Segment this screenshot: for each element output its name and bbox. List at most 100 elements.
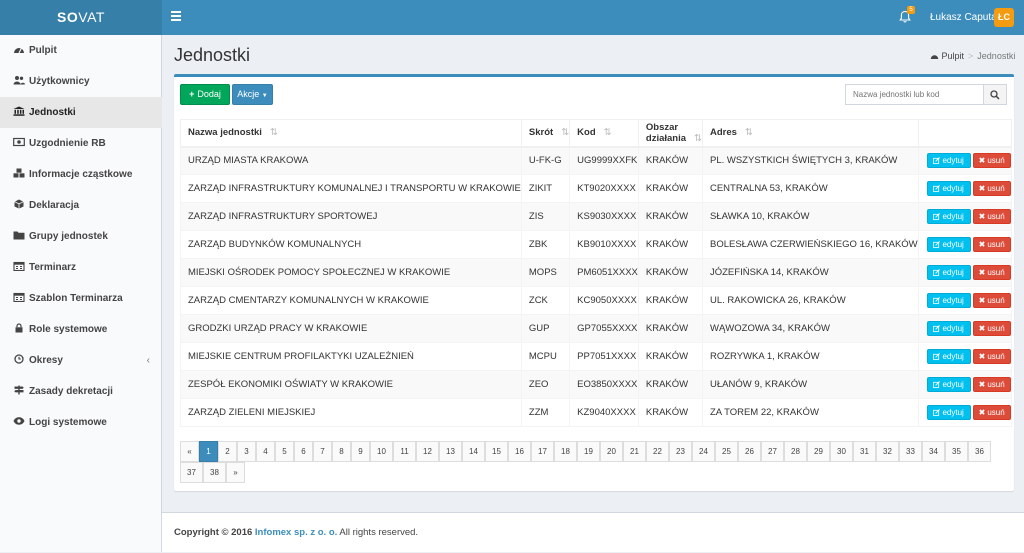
pagination-page[interactable]: 3 (237, 441, 256, 462)
sidebar-item-jednostki[interactable]: Jednostki (0, 97, 162, 128)
sidebar-item-terminarz[interactable]: Terminarz (0, 252, 162, 283)
pagination-page[interactable]: 5 (275, 441, 294, 462)
delete-button[interactable]: ✖ usuń (972, 405, 1011, 420)
pagination-page[interactable]: 35 (945, 441, 968, 462)
pagination-page[interactable]: 30 (830, 441, 853, 462)
delete-button[interactable]: ✖ usuń (972, 293, 1011, 308)
pagination-page[interactable]: 10 (370, 441, 393, 462)
app-logo[interactable]: SOVAT (0, 0, 162, 35)
pagination-page[interactable]: 37 (180, 462, 203, 483)
pagination-page[interactable]: 23 (669, 441, 692, 462)
sidebar-item-grupy-jednostek[interactable]: Grupy jednostek (0, 221, 162, 252)
cell-address: WĄWOZOWA 34, KRAKÓW (701, 314, 919, 343)
table-header-row: Nazwa jednostki ⇅ Skrót ⇅ Kod ⇅ Obszar dzia… (180, 119, 1012, 148)
delete-button[interactable]: ✖ usuń (972, 377, 1011, 392)
pagination-next[interactable]: » (226, 462, 245, 483)
delete-button[interactable]: ✖ usuń (972, 349, 1011, 364)
delete-button[interactable]: ✖ usuń (972, 181, 1011, 196)
column-header-name[interactable]: Nazwa jednostki ⇅ (180, 119, 522, 148)
delete-button[interactable]: ✖ usuń (972, 321, 1011, 336)
breadcrumb-home[interactable]: Pulpit (941, 51, 965, 61)
pagination-page[interactable]: 29 (807, 441, 830, 462)
menu-toggle-icon[interactable] (171, 11, 181, 23)
sidebar-item-okresy[interactable]: Okresy ‹ (0, 345, 162, 376)
edit-button[interactable]: edytuj (926, 405, 971, 420)
company-link[interactable]: Infomex sp. z o. o. (254, 527, 338, 538)
column-header-short[interactable]: Skrót ⇅ (520, 119, 571, 148)
add-button[interactable]: + Dodaj (180, 84, 230, 105)
edit-button[interactable]: edytuj (926, 209, 971, 224)
cell-address: ZA TOREM 22, KRAKÓW (701, 398, 919, 427)
pagination-page[interactable]: 1 (199, 441, 218, 462)
pagination-page[interactable]: 7 (313, 441, 332, 462)
sidebar-item-pulpit[interactable]: Pulpit (0, 35, 162, 66)
sidebar-item-role-systemowe[interactable]: Role systemowe (0, 314, 162, 345)
pagination-page[interactable]: 2 (218, 441, 237, 462)
pagination-page[interactable]: 22 (646, 441, 669, 462)
column-header-code[interactable]: Kod ⇅ (569, 119, 639, 148)
edit-button[interactable]: edytuj (926, 237, 971, 252)
delete-button[interactable]: ✖ usuń (972, 153, 1011, 169)
cell-area: KRAKÓW (637, 286, 703, 315)
edit-button[interactable]: edytuj (926, 321, 971, 336)
edit-button[interactable]: edytuj (926, 153, 971, 169)
edit-icon (933, 380, 941, 388)
sidebar-item-informacje-czastkowe[interactable]: Informacje cząstkowe (0, 159, 162, 190)
cell-actions: edytuj ✖ usuń (917, 202, 1012, 231)
pagination-page[interactable]: 16 (508, 441, 531, 462)
sidebar-item-zasady-dekretacji[interactable]: Zasady dekretacji (0, 376, 162, 407)
pagination-page[interactable]: 24 (692, 441, 715, 462)
dashboard-icon (930, 55, 939, 59)
sidebar-item-deklaracja[interactable]: Deklaracja (0, 190, 162, 221)
chevron-left-icon[interactable]: ‹ (146, 355, 150, 366)
edit-button[interactable]: edytuj (926, 181, 971, 196)
avatar[interactable]: ŁC (994, 8, 1014, 27)
search-button[interactable] (984, 84, 1007, 105)
sidebar-item-szablon-terminarza[interactable]: Szablon Terminarza (0, 283, 162, 314)
pagination-page[interactable]: 4 (256, 441, 275, 462)
sidebar-item-uzgodnienie-rb[interactable]: Uzgodnienie RB (0, 128, 162, 159)
column-header-address[interactable]: Adres ⇅ (701, 119, 919, 148)
pagination-prev[interactable]: « (180, 441, 199, 462)
pagination-page[interactable]: 18 (554, 441, 577, 462)
sidebar-item-uzytkownicy[interactable]: Użytkownicy (0, 66, 162, 97)
actions-dropdown-button[interactable]: Akcje ▼ (232, 84, 273, 105)
pagination-page[interactable]: 6 (294, 441, 313, 462)
column-header-actions (917, 119, 1012, 148)
pagination-page[interactable]: 20 (600, 441, 623, 462)
pagination-page[interactable]: 12 (416, 441, 439, 462)
delete-button[interactable]: ✖ usuń (972, 265, 1011, 280)
sidebar-item-logi-systemowe[interactable]: Logi systemowe (0, 407, 162, 438)
pagination-page[interactable]: 31 (853, 441, 876, 462)
pagination-page[interactable]: 14 (462, 441, 485, 462)
search-input[interactable] (845, 84, 984, 105)
delete-button[interactable]: ✖ usuń (972, 237, 1011, 252)
pagination-page[interactable]: 8 (332, 441, 351, 462)
pagination-page[interactable]: 26 (738, 441, 761, 462)
search-icon (990, 90, 1000, 100)
edit-button[interactable]: edytuj (926, 349, 971, 364)
pagination-page[interactable]: 32 (876, 441, 899, 462)
pagination-page[interactable]: 17 (531, 441, 554, 462)
pagination-page[interactable]: 33 (899, 441, 922, 462)
pagination-page[interactable]: 21 (623, 441, 646, 462)
user-name[interactable]: Łukasz Caputa (930, 12, 997, 23)
pagination-page[interactable]: 28 (784, 441, 807, 462)
column-header-area[interactable]: Obszar działania ⇅ (637, 119, 703, 148)
edit-button[interactable]: edytuj (926, 265, 971, 280)
pagination-page[interactable]: 13 (439, 441, 462, 462)
edit-button[interactable]: edytuj (926, 293, 971, 308)
pagination-page[interactable]: 15 (485, 441, 508, 462)
pagination-page[interactable]: 38 (203, 462, 226, 483)
pagination-page[interactable]: 11 (393, 441, 416, 462)
pagination-page[interactable]: 25 (715, 441, 738, 462)
pagination-page[interactable]: 36 (968, 441, 991, 462)
edit-button[interactable]: edytuj (926, 377, 971, 392)
dashboard-icon (14, 47, 24, 54)
delete-button[interactable]: ✖ usuń (972, 209, 1011, 224)
pagination-page[interactable]: 19 (577, 441, 600, 462)
pagination-page[interactable]: 34 (922, 441, 945, 462)
edit-icon (933, 324, 941, 332)
pagination-page[interactable]: 27 (761, 441, 784, 462)
pagination-page[interactable]: 9 (351, 441, 370, 462)
